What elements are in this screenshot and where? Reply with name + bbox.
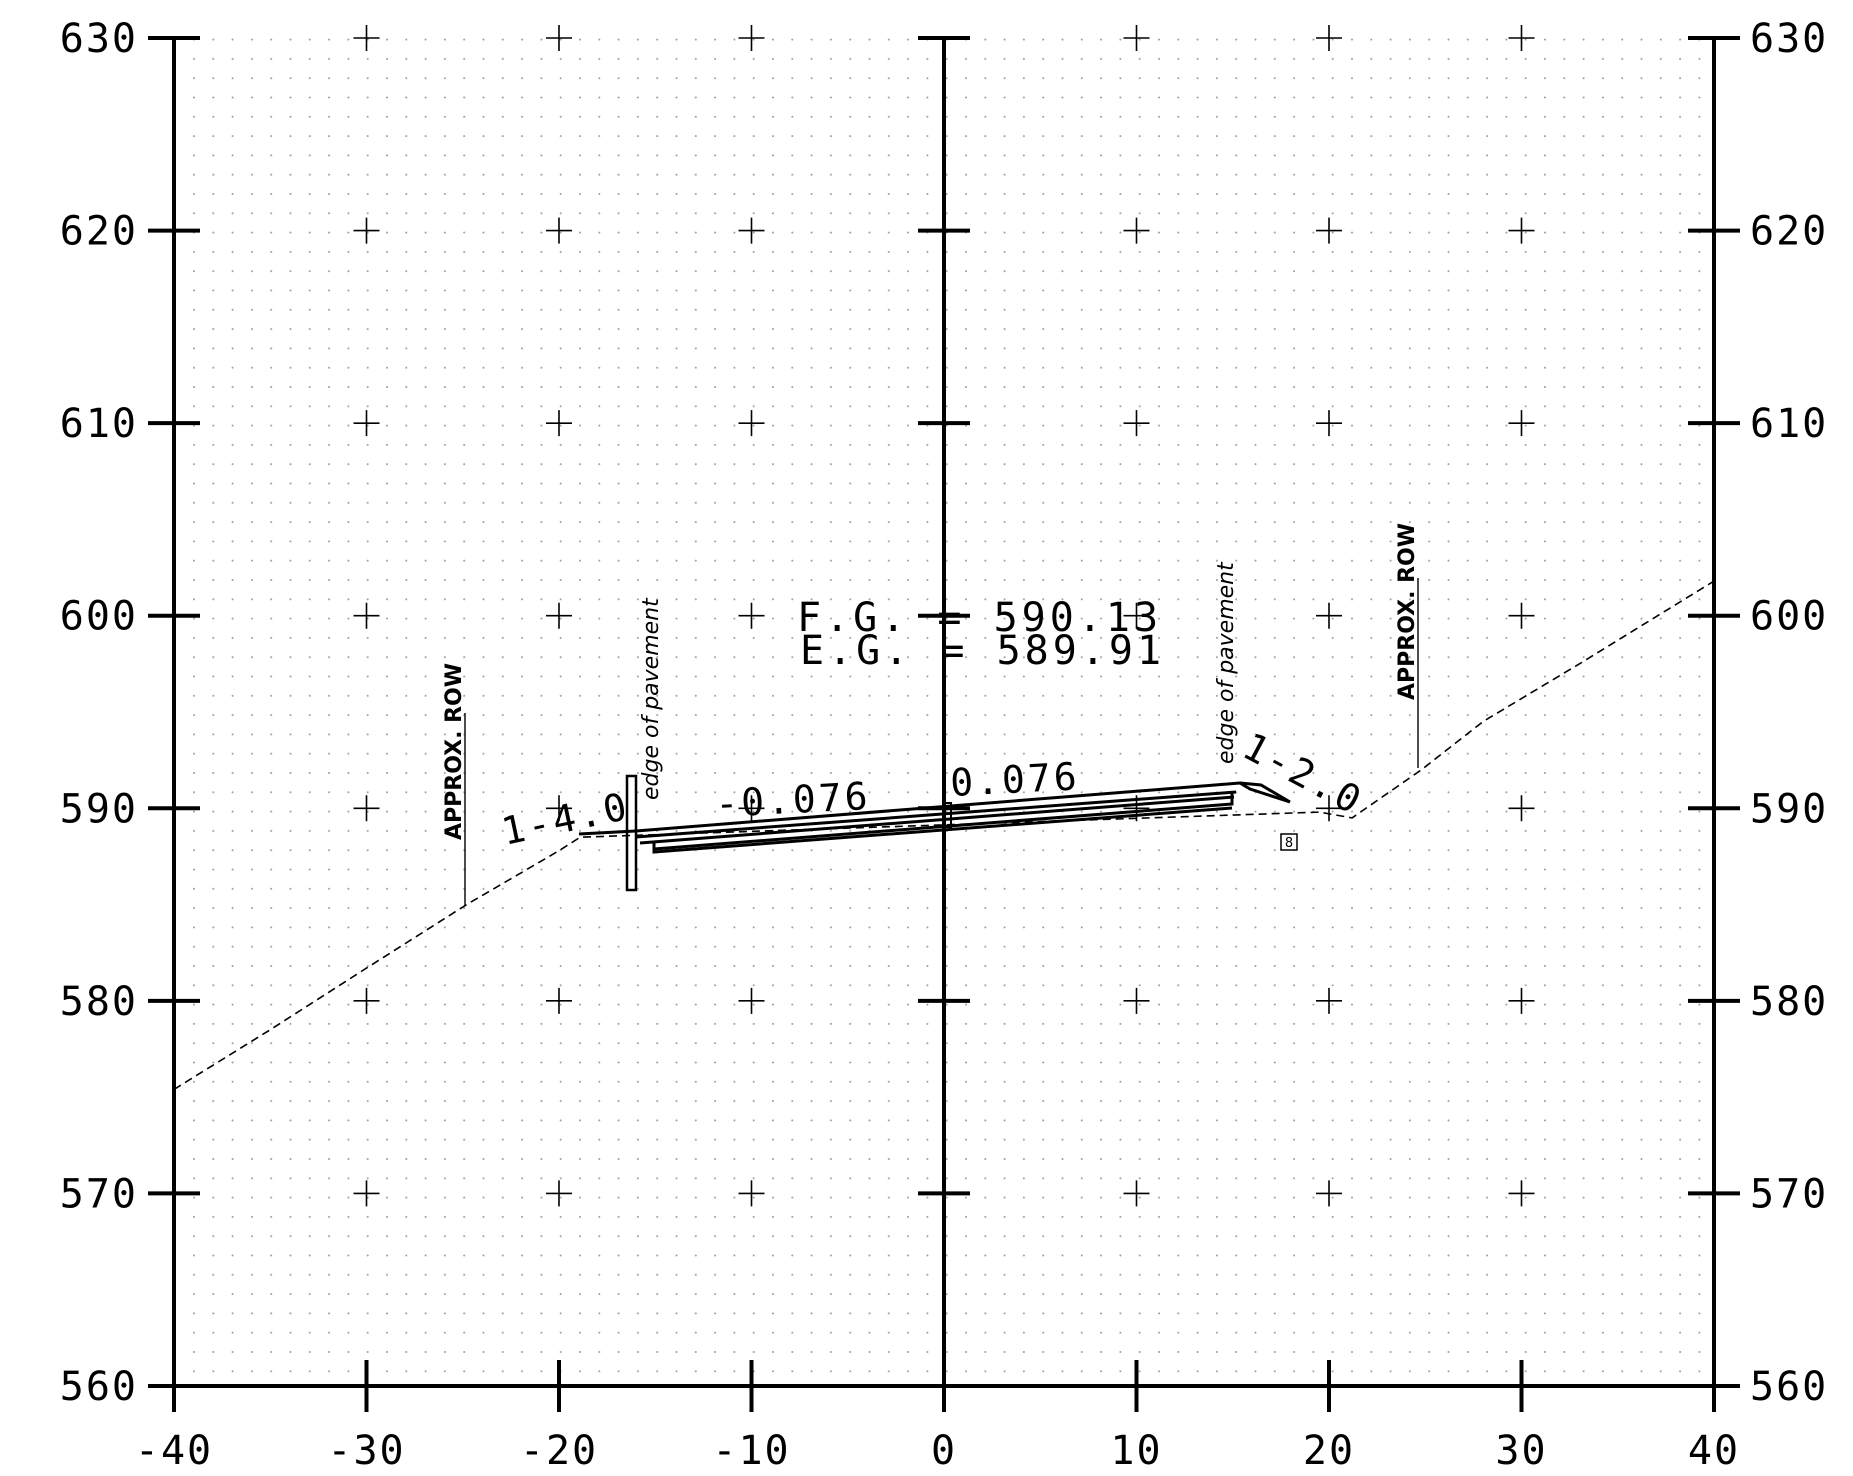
grid-cross: [1123, 217, 1150, 244]
y-tick-label-left: 620: [60, 209, 138, 255]
grid-cross: [1123, 987, 1150, 1014]
y-tick-label-left: 560: [60, 1364, 138, 1410]
x-tick-label: -30: [327, 1428, 405, 1474]
grid-cross: [738, 795, 765, 822]
grid-crosses: [353, 25, 1535, 1207]
fg-annotation: F.G. = 590.13: [797, 595, 1162, 641]
crossfall-label-left: -0.076: [714, 774, 871, 826]
x-tick-label: -20: [520, 1428, 598, 1474]
edge-of-pavement-left: edge of pavement: [639, 597, 664, 800]
grid-cross: [1508, 1180, 1535, 1207]
grid-cross: [738, 1180, 765, 1207]
grid-cross: [1508, 217, 1535, 244]
grid-cross: [546, 602, 572, 629]
plot-frame: [148, 36, 1740, 1412]
grid-cross: [353, 410, 380, 437]
approx-row-label-right: APPROX. ROW: [1395, 523, 1420, 700]
y-tick-labels-left: 560 570 580 590 600 610 620 630: [60, 16, 138, 1410]
edge-of-pavement-right: edge of pavement: [1214, 561, 1239, 764]
grid-cross: [738, 987, 765, 1014]
grid-cross: [1316, 602, 1342, 629]
y-tick-label-right: 630: [1750, 16, 1828, 62]
y-tick-label-right: 600: [1750, 594, 1828, 640]
grid-cross: [1508, 987, 1535, 1014]
y-tick-label-left: 570: [60, 1171, 138, 1217]
grid-cross: [1123, 25, 1150, 51]
shoulder-right: [1239, 781, 1291, 804]
grid-cross: [1123, 410, 1150, 437]
centerline-post: [942, 802, 952, 828]
grid-cross: [738, 602, 765, 629]
grid-cross: [353, 987, 380, 1014]
grid-cross: [1316, 25, 1342, 51]
x-tick-label: -10: [712, 1428, 790, 1474]
x-tick-labels: -40 -30 -20 -10 0 10 20 30 40: [135, 1428, 1740, 1474]
grid-cross: [353, 217, 380, 244]
grid-cross: [546, 1180, 572, 1207]
grid-cross: [546, 795, 572, 822]
x-tick-label: 20: [1303, 1428, 1355, 1474]
grid-cross: [1316, 987, 1342, 1014]
y-tick-label-left: 630: [60, 16, 138, 62]
marker-box-label: 8: [1285, 836, 1293, 851]
x-tick-label: -40: [135, 1428, 213, 1474]
y-tick-label-right: 570: [1750, 1171, 1828, 1217]
grid-cross: [1316, 1180, 1342, 1207]
grid-cross: [1123, 1180, 1150, 1207]
grid-cross: [546, 987, 572, 1014]
marker-box: 8: [1280, 833, 1298, 851]
grid-cross: [353, 1180, 380, 1207]
grid-cross: [738, 217, 765, 244]
grid-cross: [1316, 217, 1342, 244]
grid-cross: [546, 217, 572, 244]
grid-cross: [353, 602, 380, 629]
y-tick-label-left: 590: [60, 786, 138, 832]
pavement-layer-1: [635, 790, 1237, 839]
eg-annotation: E.G. = 589.91: [800, 628, 1165, 674]
x-tick-label: 30: [1495, 1428, 1547, 1474]
crossfall-label-right: 0.076: [949, 754, 1081, 805]
grid-cross: [1508, 795, 1535, 822]
grid-cross: [546, 25, 572, 51]
pavement-section: [578, 774, 1291, 892]
y-tick-label-right: 580: [1750, 979, 1828, 1025]
y-tick-label-left: 600: [60, 594, 138, 640]
y-tick-label-left: 580: [60, 979, 138, 1025]
x-tick-label: 10: [1110, 1428, 1162, 1474]
grid-cross: [1508, 602, 1535, 629]
pavement-layer-2: [639, 795, 1235, 845]
grid-cross: [353, 795, 380, 822]
y-tick-label-right: 590: [1750, 786, 1828, 832]
grid-cross: [1316, 410, 1342, 437]
grid-cross: [1123, 602, 1150, 629]
curb-left: [625, 774, 638, 892]
x-tick-label: 0: [931, 1428, 957, 1474]
pavement-bottom-line: [652, 806, 1233, 854]
y-tick-label-right: 560: [1750, 1364, 1828, 1410]
y-tick-label-right: 620: [1750, 209, 1828, 255]
x-tick-label: 40: [1688, 1428, 1740, 1474]
marker-box-frame: [1280, 833, 1298, 851]
pavement-top-line: [635, 781, 1291, 833]
y-tick-label-right: 610: [1750, 401, 1828, 447]
y-tick-label-left: 610: [60, 401, 138, 447]
pavement-base-line: [653, 791, 1234, 851]
grid-cross: [738, 25, 765, 51]
approx-row-label-left: APPROX. ROW: [442, 663, 467, 840]
grid-cross: [546, 410, 572, 437]
grid-cross: [738, 410, 765, 437]
grid-cross: [1508, 25, 1535, 51]
grid-cross: [353, 25, 380, 51]
grid-cross: [1316, 795, 1342, 822]
grid-cross: [1508, 410, 1535, 437]
row-markers: [464, 578, 1419, 906]
y-tick-labels-right: 560 570 580 590 600 610 620 630: [1750, 16, 1828, 1410]
